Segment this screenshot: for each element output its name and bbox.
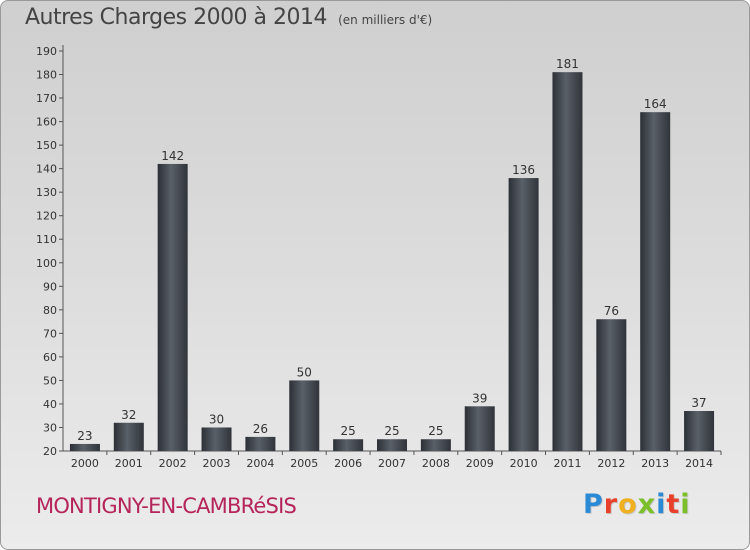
- bar-2007: [377, 439, 407, 451]
- commune-name: MONTIGNY-EN-CAMBRéSIS: [36, 494, 297, 518]
- y-tick-label: 90: [43, 280, 57, 293]
- y-tick-label: 80: [43, 304, 57, 317]
- x-tick-label: 2005: [290, 457, 318, 470]
- logo-letter: x: [637, 489, 657, 520]
- bar-2010: [508, 178, 539, 451]
- bar-2004: [245, 436, 276, 451]
- chart-title-unit: (en milliers d'€): [338, 13, 433, 27]
- data-label-2000: 23: [77, 429, 92, 443]
- bar-2012: [596, 319, 627, 451]
- x-tick-label: 2004: [246, 457, 274, 470]
- bar-2001: [113, 422, 144, 451]
- chart-title-main: Autres Charges 2000 à 2014: [25, 5, 328, 30]
- data-label-2008: 25: [428, 424, 443, 438]
- bar-2009: [464, 406, 495, 451]
- logo-letter: t: [666, 489, 681, 520]
- axes: 20 30 40 50 60 70 80 90 100 110 120 130 140 150 160 170…: [36, 45, 722, 470]
- x-tick-label: 2002: [159, 457, 187, 470]
- x-tick-label: 2007: [378, 457, 406, 470]
- x-tick-label: 2014: [685, 457, 713, 470]
- bar-2000: [69, 443, 100, 451]
- y-tick-label: 110: [36, 233, 57, 246]
- y-tick-label: 140: [36, 163, 57, 176]
- x-tick-label: 2001: [115, 457, 143, 470]
- logo-letter: P: [583, 489, 604, 520]
- x-tick-label: 2009: [466, 457, 494, 470]
- y-tick-label: 100: [36, 257, 57, 270]
- x-tick-label: 2003: [203, 457, 231, 470]
- data-label-2001: 32: [121, 408, 136, 422]
- logo-letter: i: [656, 489, 667, 520]
- data-labels: 23 32 142 30 26 50 25 25 25 39 136 181 76 164 37: [77, 57, 706, 443]
- data-label-2007: 25: [384, 424, 399, 438]
- data-label-2014: 37: [691, 396, 706, 410]
- chart-title: Autres Charges 2000 à 2014 (en milliers …: [25, 5, 432, 30]
- x-tick-label: 2013: [641, 457, 669, 470]
- y-tick-label: 190: [36, 45, 57, 58]
- bar-2013: [640, 112, 671, 452]
- data-label-2006: 25: [340, 424, 355, 438]
- y-tick-label: 60: [43, 351, 57, 364]
- logo-letter: o: [618, 489, 638, 520]
- x-tick-label: 2011: [553, 457, 581, 470]
- y-tick-label: 120: [36, 210, 57, 223]
- data-label-2011: 181: [556, 57, 579, 71]
- bars: [69, 72, 715, 452]
- y-tick-label: 40: [43, 398, 57, 411]
- data-label-2013: 164: [644, 97, 667, 111]
- y-tick-label: 70: [43, 327, 57, 340]
- bar-2002: [157, 163, 188, 452]
- bar-2003: [201, 427, 232, 451]
- y-tick-label: 130: [36, 186, 57, 199]
- bar-2014: [684, 411, 715, 451]
- bar-2006: [333, 439, 364, 451]
- logo-letter: i: [680, 489, 691, 520]
- data-label-2010: 136: [512, 163, 535, 177]
- data-label-2003: 30: [209, 412, 224, 426]
- y-tick-label: 150: [36, 139, 57, 152]
- data-label-2005: 50: [297, 365, 312, 379]
- y-tick-label: 170: [36, 92, 57, 105]
- x-tick-label: 2008: [422, 457, 450, 470]
- data-label-2004: 26: [253, 422, 268, 436]
- bar-2005: [289, 380, 320, 451]
- y-tick-label: 160: [36, 116, 57, 129]
- data-label-2009: 39: [472, 391, 487, 405]
- logo-letter: r: [603, 489, 619, 520]
- x-tick-label: 2000: [71, 457, 99, 470]
- x-tick-label: 2012: [597, 457, 625, 470]
- data-label-2002: 142: [161, 149, 184, 163]
- bar-2008: [420, 439, 451, 451]
- bar-2011: [552, 72, 583, 452]
- x-tick-label: 2006: [334, 457, 362, 470]
- x-tick-label: 2010: [510, 457, 538, 470]
- y-tick-label: 180: [36, 69, 57, 82]
- y-tick-label: 30: [43, 421, 57, 434]
- y-tick-label: 50: [43, 374, 57, 387]
- y-tick-label: 20: [43, 445, 57, 458]
- data-label-2012: 76: [604, 304, 619, 318]
- proxiti-logo: Proxiti: [583, 489, 691, 520]
